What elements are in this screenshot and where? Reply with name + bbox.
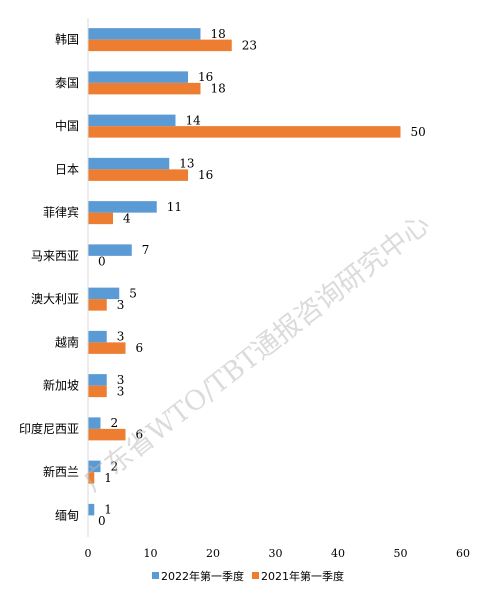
- legend-label: 2021年第一季度: [261, 569, 344, 583]
- bar-2022-q1: [88, 330, 107, 343]
- category-label: 新加坡: [43, 378, 79, 393]
- data-label: 2: [111, 459, 119, 473]
- bar-2022-q1: [88, 374, 107, 386]
- legend-swatch: [152, 572, 159, 579]
- data-label: 3: [117, 373, 125, 387]
- bar-2022-q1: [88, 287, 120, 300]
- x-tick-label: 50: [394, 547, 408, 560]
- bar-2022-q1: [88, 157, 170, 170]
- bar-2021-q1: [88, 428, 126, 441]
- data-label: 0: [98, 514, 106, 528]
- bar-2021-q1: [88, 385, 107, 398]
- legend: 2022年第一季度 2021年第一季度: [152, 569, 344, 583]
- category-label: 印度尼西亚: [19, 421, 79, 436]
- category-label: 菲律宾: [43, 205, 79, 220]
- data-label: 3: [117, 330, 125, 344]
- category-label: 新西兰: [43, 464, 79, 479]
- data-label: 1: [104, 471, 112, 485]
- category-label: 日本: [55, 162, 79, 176]
- bar-2022-q1: [88, 71, 188, 83]
- data-label: 7: [142, 243, 150, 257]
- data-label: 16: [198, 70, 213, 84]
- data-label: 18: [211, 27, 226, 41]
- data-label: 5: [129, 286, 137, 300]
- category-label: 马来西亚: [31, 249, 79, 263]
- bar-2021-q1: [88, 126, 401, 138]
- bar-2022-q1: [88, 114, 176, 127]
- bar-2021-q1: [88, 82, 201, 95]
- data-label: 50: [411, 125, 426, 139]
- bar-2021-q1: [88, 299, 107, 311]
- bar-2021-q1: [88, 169, 188, 181]
- data-label: 3: [117, 298, 125, 312]
- data-label: 23: [242, 38, 257, 52]
- x-tick-label: 10: [144, 547, 158, 560]
- category-label: 韩国: [55, 32, 79, 47]
- bar-2021-q1: [88, 342, 126, 354]
- bar-2021-q1: [88, 472, 95, 484]
- x-tick-label: 60: [456, 547, 470, 560]
- legend-label: 2022年第一季度: [161, 569, 244, 583]
- bars-layer: [88, 28, 401, 516]
- category-label: 中国: [55, 118, 79, 133]
- category-label: 缅甸: [55, 508, 79, 522]
- category-label: 澳大利亚: [31, 292, 79, 306]
- category-label: 泰国: [55, 76, 79, 90]
- data-label: 4: [123, 211, 131, 225]
- bar-2021-q1: [88, 39, 232, 52]
- x-axis-ticks: 0 10 20 30 40 50 60: [85, 547, 471, 560]
- data-label: 11: [167, 200, 182, 214]
- bar-2022-q1: [88, 28, 201, 40]
- x-tick-label: 30: [269, 547, 283, 560]
- x-tick-label: 20: [206, 547, 220, 560]
- x-tick-label: 0: [85, 547, 92, 560]
- data-label: 16: [198, 168, 213, 182]
- legend-swatch: [252, 572, 259, 579]
- data-label: 0: [98, 255, 106, 269]
- data-label: 6: [136, 341, 144, 355]
- bar-2022-q1: [88, 460, 101, 473]
- bar-2022-q1: [88, 417, 101, 429]
- data-label: 14: [186, 113, 202, 127]
- data-label: 1: [104, 503, 112, 517]
- bar-2022-q1: [88, 201, 157, 213]
- x-tick-label: 40: [331, 547, 345, 560]
- bar-2021-q1: [88, 212, 113, 225]
- data-label: 13: [179, 157, 194, 171]
- data-label: 18: [211, 82, 226, 96]
- bar-2022-q1: [88, 244, 132, 256]
- data-label: 3: [117, 384, 125, 398]
- data-label: 2: [111, 416, 119, 430]
- data-label: 6: [136, 428, 144, 442]
- bar-2022-q1: [88, 503, 95, 516]
- category-label: 越南: [55, 334, 79, 349]
